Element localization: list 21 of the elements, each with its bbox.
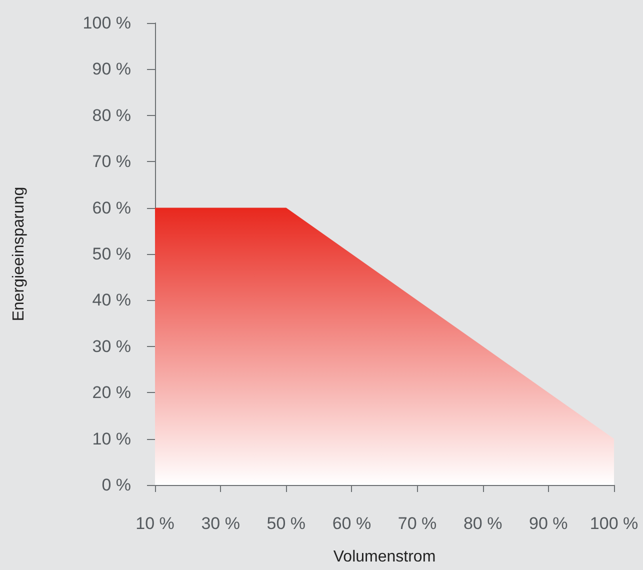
- y-tick-label: 90 %: [92, 60, 131, 79]
- x-tick-label: 10 %: [136, 514, 174, 533]
- y-tick-label: 50 %: [92, 244, 131, 264]
- y-tick-label: 70 %: [92, 152, 131, 172]
- y-tick-label: 40 %: [92, 290, 131, 310]
- x-tick-label: 100 %: [590, 514, 638, 533]
- x-tick-label: 30 %: [201, 514, 240, 533]
- x-tick-label: 90 %: [529, 514, 568, 533]
- x-axis-title: Volumenstrom: [333, 548, 436, 566]
- y-tick-label: 100 %: [82, 14, 131, 32]
- y-axis-title: Energieeinsparung: [10, 186, 28, 322]
- x-tick-label: 70 %: [398, 514, 437, 533]
- y-tick-label: 10 %: [92, 429, 131, 448]
- x-tick-label: 60 %: [332, 514, 372, 533]
- y-tick-label: 20 %: [92, 383, 131, 402]
- y-tick-label: 0 %: [102, 476, 131, 494]
- x-tick-label: 80 %: [463, 514, 502, 533]
- y-tick-label: 60 %: [92, 198, 131, 218]
- x-tick-label: 50 %: [266, 514, 306, 533]
- y-tick-label: 30 %: [92, 336, 131, 356]
- y-tick-label: 80 %: [92, 106, 131, 125]
